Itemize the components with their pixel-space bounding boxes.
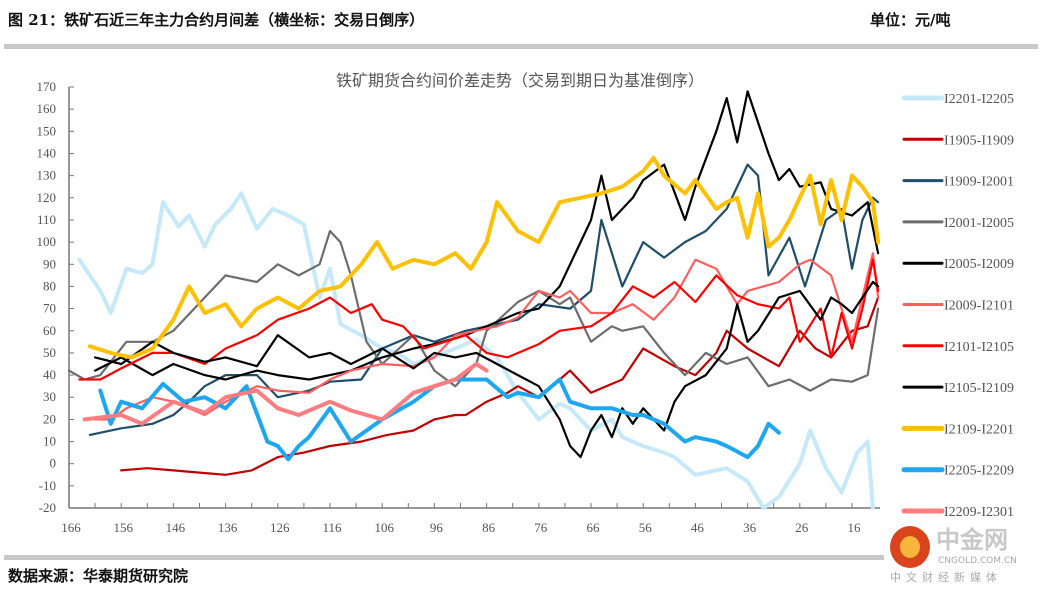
chart-title: 铁矿期货合约间价差走势（交易到期日为基准倒序） — [336, 71, 704, 90]
header-divider — [4, 44, 1038, 49]
x-tick-label: 96 — [430, 520, 444, 535]
logo-name: 中金网 — [936, 526, 1008, 554]
x-tick-label: 156 — [113, 520, 133, 535]
y-tick-label: 160 — [37, 101, 57, 116]
logo-tagline: 中文财经新媒体 — [890, 571, 1002, 584]
y-tick-label: 60 — [43, 323, 56, 338]
y-tick-label: 100 — [37, 234, 57, 249]
y-tick-label: 140 — [37, 145, 57, 160]
legend-label: I2105-I2109 — [944, 381, 1014, 396]
series-lines — [67, 90, 881, 510]
legend-label: I1909-I2001 — [944, 175, 1014, 190]
legend-label: I2005-I2009 — [944, 257, 1014, 272]
y-tick-label: 70 — [43, 301, 56, 316]
x-tick-label: 76 — [534, 520, 548, 535]
series-line-i2005-i2009 — [93, 90, 880, 381]
source-note: 数据来源：华泰期货研究院 — [8, 567, 189, 585]
y-tick-label: -20 — [39, 500, 56, 515]
x-tick-label: 136 — [218, 520, 238, 535]
x-tick-label: 36 — [743, 520, 757, 535]
x-tick-label: 16 — [848, 520, 862, 535]
legend-label: I2201-I2205 — [944, 92, 1014, 107]
x-tick-label: 56 — [639, 520, 653, 535]
y-tick-label: 80 — [43, 278, 56, 293]
y-tick-label: 150 — [37, 123, 57, 138]
legend-label: I1905-I1909 — [944, 133, 1014, 148]
y-tick-label: 50 — [43, 345, 56, 360]
y-tick-label: 0 — [50, 456, 57, 471]
footer-divider — [4, 555, 884, 560]
axes: -20 -10 0 10 20 30 40 50 60 70 80 90 100 110 120 130 140… — [37, 79, 880, 535]
y-tick-label: 170 — [37, 79, 57, 94]
series-line-i2201-i2205 — [77, 191, 875, 510]
series-line-i2105-i2109 — [93, 280, 880, 459]
legend-label: I2101-I2105 — [944, 340, 1014, 355]
x-tick-label: 146 — [166, 520, 186, 535]
legend-label: I2209-I2301 — [944, 505, 1014, 520]
figure-title: 图 21：铁矿石近三年主力合约月间差（横坐标：交易日倒序） — [8, 11, 425, 29]
y-tick-label: 110 — [37, 212, 56, 227]
x-tick-label: 166 — [61, 520, 81, 535]
x-tick-label: 26 — [795, 520, 809, 535]
x-tick-label: 46 — [691, 520, 705, 535]
legend: I2201-I2205 I1905-I1909 I1909-I2001 I2001-I… — [901, 92, 1014, 520]
x-tick-label: 86 — [482, 520, 496, 535]
legend-label: I2109-I2201 — [944, 422, 1014, 437]
y-tick-label: 120 — [37, 190, 57, 205]
x-tick-label: 116 — [322, 520, 342, 535]
series-line-i2109-i2201 — [87, 155, 881, 360]
y-tick-label: 20 — [43, 411, 56, 426]
legend-label: I2205-I2209 — [944, 464, 1014, 479]
y-tick-label: 130 — [37, 168, 57, 183]
logo-domain: CNGOLD.COM.CN — [938, 556, 1017, 566]
unit-label: 单位：元/吨 — [870, 11, 951, 29]
legend-label: I2001-I2005 — [944, 216, 1014, 231]
logo-swirl-icon — [900, 536, 920, 558]
x-tick-label: 126 — [270, 520, 290, 535]
series-line-i2209-i2301 — [82, 362, 489, 426]
legend-label: I2009-I2101 — [944, 299, 1014, 314]
x-tick-label: 66 — [587, 520, 601, 535]
y-tick-label: -10 — [39, 478, 56, 493]
y-tick-label: 30 — [43, 389, 56, 404]
y-tick-label: 90 — [43, 256, 56, 271]
series-line-i2101-i2105 — [78, 258, 880, 381]
x-tick-label: 106 — [374, 520, 394, 535]
y-tick-label: 40 — [43, 367, 56, 382]
series-line-i2009-i2101 — [83, 252, 880, 421]
y-tick-label: 10 — [43, 434, 56, 449]
